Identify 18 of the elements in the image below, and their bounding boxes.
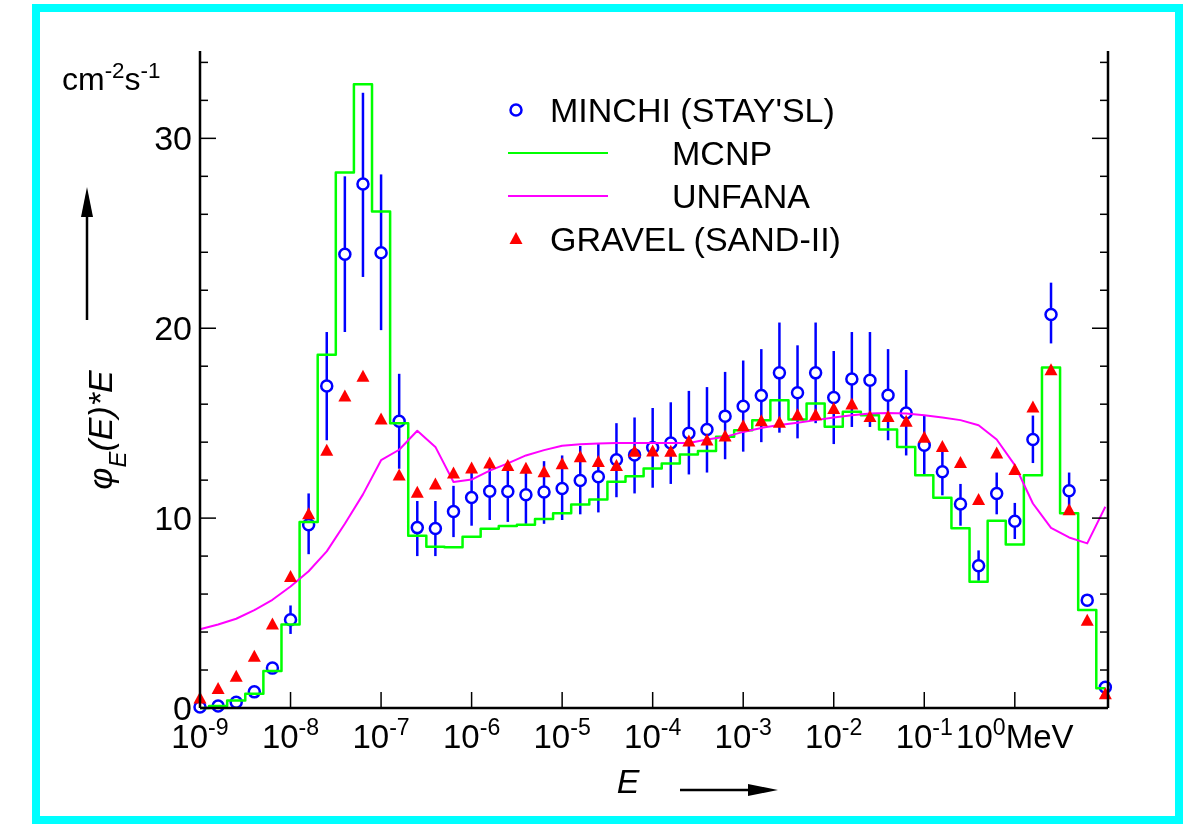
text: cm$^{-2}$s$^{-1}$ [62,57,161,97]
legend-label: MINCHI (STAY'SL) [550,90,835,129]
x-tick-label: 10$^{0}$MeV [956,714,1074,755]
x-tick-label: 10$^{-6}$ [442,714,501,755]
x-tick-label: 10$^{-3}$ [714,714,772,755]
y-tick-label: 20 [154,309,192,348]
y-tick-label: 10 [154,499,192,538]
legend-label: MCNP [672,133,773,172]
x-tick-label: 10$^{-1}$ [895,714,953,755]
x-tick-label: 10$^{-7}$ [352,714,410,755]
x-tick-label: 10$^{-8}$ [261,714,320,755]
legend-label: UNFANA [672,176,811,215]
x-tick-label: 10$^{-5}$ [533,714,591,755]
x-tick-label: 10$^{-2}$ [805,714,863,755]
x-axis-title: E [616,762,640,800]
y-tick-label: 30 [154,119,192,158]
legend-label: GRAVEL (SAND-II) [550,219,841,258]
x-tick-label: 10$^{-4}$ [624,714,682,755]
